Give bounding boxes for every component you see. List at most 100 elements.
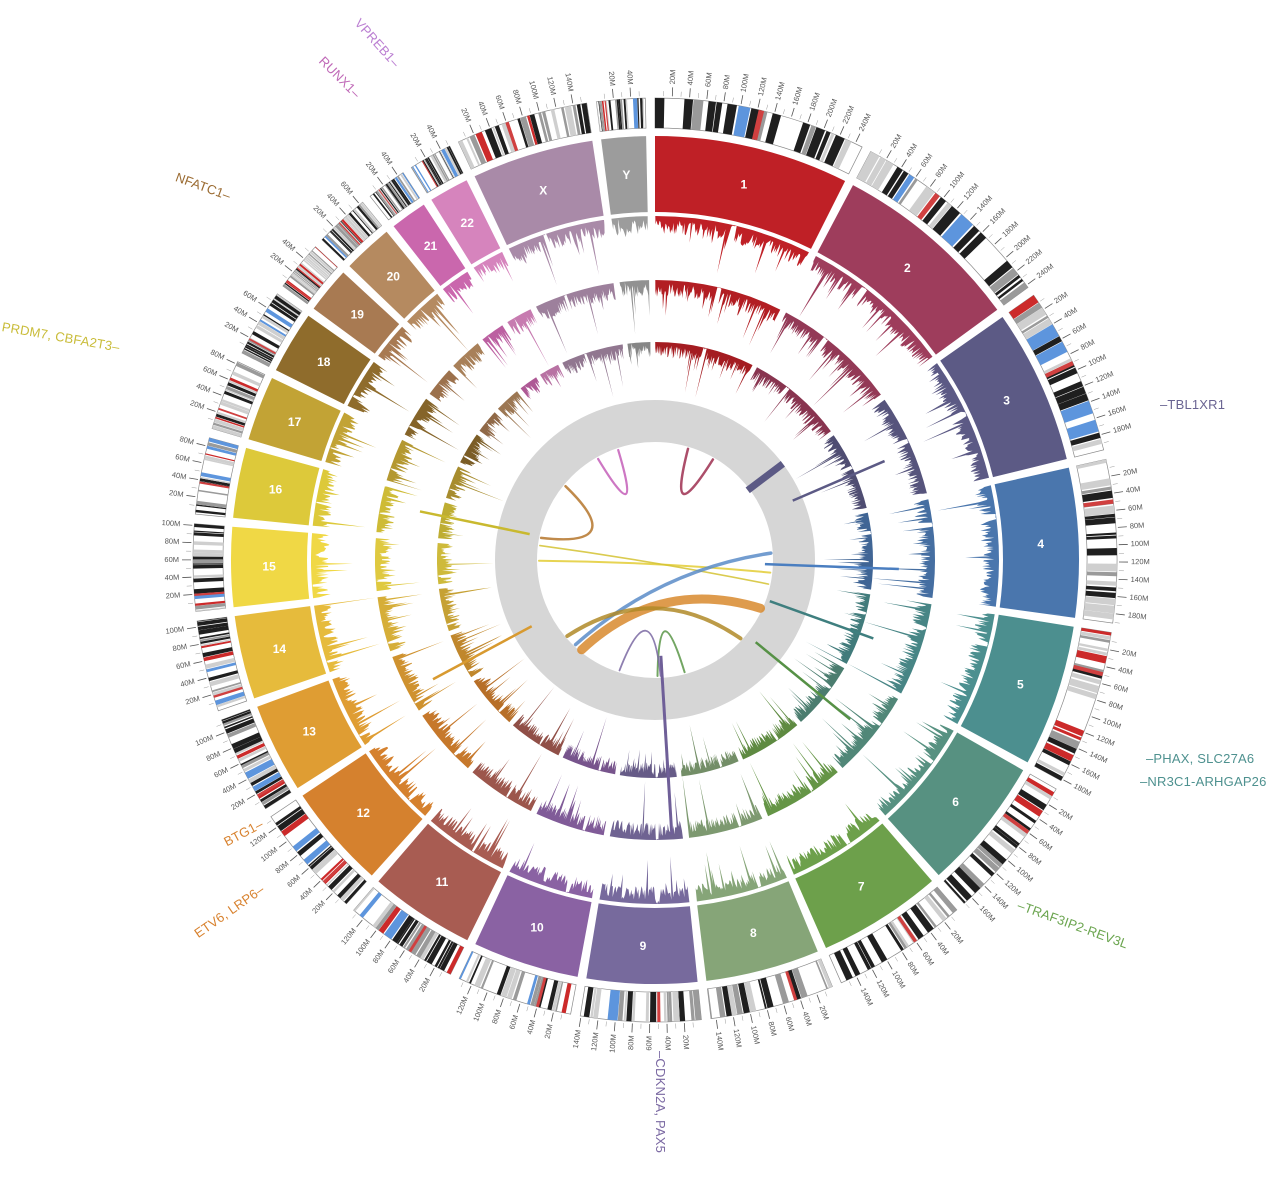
gene-label-nr3c1-arhgap26: –NR3C1-ARHGAP26 xyxy=(1140,774,1267,789)
svg-text:18: 18 xyxy=(317,355,331,369)
svg-text:40M: 40M xyxy=(1125,484,1141,495)
svg-text:100M: 100M xyxy=(259,845,279,864)
svg-text:19: 19 xyxy=(351,307,365,321)
svg-text:60M: 60M xyxy=(241,288,258,303)
gene-label-phax-slc27a6: –PHAX, SLC27A6 xyxy=(1146,751,1255,766)
svg-text:Y: Y xyxy=(622,168,630,182)
svg-text:240M: 240M xyxy=(857,112,873,133)
svg-text:40M: 40M xyxy=(663,1036,672,1051)
svg-text:40M: 40M xyxy=(1047,822,1064,838)
svg-text:40M: 40M xyxy=(379,149,395,166)
svg-text:20M: 20M xyxy=(888,133,903,150)
svg-text:1: 1 xyxy=(741,177,748,191)
svg-text:180M: 180M xyxy=(1072,781,1093,798)
svg-text:120M: 120M xyxy=(732,1028,744,1048)
svg-text:140M: 140M xyxy=(563,72,575,92)
svg-text:40M: 40M xyxy=(904,142,919,159)
svg-text:14: 14 xyxy=(273,642,287,656)
svg-text:20M: 20M xyxy=(417,976,432,993)
svg-text:120M: 120M xyxy=(1003,878,1023,897)
svg-text:40M: 40M xyxy=(325,191,341,208)
svg-text:100M: 100M xyxy=(471,1002,486,1023)
svg-text:140M: 140M xyxy=(859,986,875,1007)
svg-text:40M: 40M xyxy=(195,381,212,395)
svg-text:20M: 20M xyxy=(1121,647,1137,659)
svg-text:80M: 80M xyxy=(371,948,387,965)
svg-text:140M: 140M xyxy=(714,1031,725,1051)
svg-text:120M: 120M xyxy=(1094,369,1115,384)
svg-text:80M: 80M xyxy=(511,88,524,105)
svg-text:180M: 180M xyxy=(807,91,822,112)
svg-text:60M: 60M xyxy=(202,364,219,378)
svg-text:9: 9 xyxy=(640,939,647,953)
svg-text:140M: 140M xyxy=(1101,386,1122,401)
svg-text:40M: 40M xyxy=(401,967,416,984)
svg-text:60M: 60M xyxy=(784,1016,797,1033)
svg-text:200M: 200M xyxy=(1012,233,1032,252)
svg-text:60M: 60M xyxy=(212,765,229,780)
svg-text:20M: 20M xyxy=(607,71,617,86)
svg-text:20M: 20M xyxy=(364,160,380,177)
svg-text:20M: 20M xyxy=(1057,807,1074,822)
svg-text:20M: 20M xyxy=(543,1023,555,1039)
svg-text:20M: 20M xyxy=(311,204,328,221)
svg-text:100M: 100M xyxy=(749,1025,762,1045)
svg-text:80M: 80M xyxy=(1079,337,1096,352)
svg-text:40M: 40M xyxy=(625,70,635,85)
svg-text:160M: 160M xyxy=(1129,593,1148,603)
svg-text:40M: 40M xyxy=(685,70,695,85)
svg-text:40M: 40M xyxy=(171,470,187,481)
svg-text:15: 15 xyxy=(262,559,276,573)
svg-text:22: 22 xyxy=(461,216,475,230)
svg-text:60M: 60M xyxy=(1113,682,1129,695)
svg-text:40M: 40M xyxy=(165,573,180,583)
svg-text:100M: 100M xyxy=(1015,865,1035,884)
gene-label-cdkn2a-pax5: –CDKN2A, PAX5 xyxy=(653,1051,668,1154)
svg-text:20M: 20M xyxy=(269,251,286,267)
svg-text:100M: 100M xyxy=(948,170,967,190)
svg-text:20M: 20M xyxy=(459,107,473,124)
svg-text:60M: 60M xyxy=(919,152,935,169)
svg-text:100M: 100M xyxy=(890,969,907,990)
svg-text:60M: 60M xyxy=(1037,837,1054,853)
svg-text:X: X xyxy=(539,184,547,198)
svg-text:20M: 20M xyxy=(1122,466,1138,477)
svg-text:80M: 80M xyxy=(179,434,195,446)
svg-text:100M: 100M xyxy=(738,73,750,93)
svg-text:20M: 20M xyxy=(408,131,423,148)
svg-text:60M: 60M xyxy=(920,950,936,967)
svg-text:20M: 20M xyxy=(184,694,201,707)
svg-text:100M: 100M xyxy=(1131,539,1150,549)
svg-text:60M: 60M xyxy=(1128,502,1143,513)
svg-text:180M: 180M xyxy=(1000,219,1020,238)
svg-text:60M: 60M xyxy=(285,873,302,889)
svg-text:200M: 200M xyxy=(824,97,839,118)
svg-text:160M: 160M xyxy=(1107,404,1128,418)
svg-text:60M: 60M xyxy=(644,1036,653,1051)
svg-text:40M: 40M xyxy=(935,940,951,957)
svg-text:60M: 60M xyxy=(703,72,714,88)
svg-text:140M: 140M xyxy=(991,891,1011,911)
svg-text:160M: 160M xyxy=(988,206,1008,226)
svg-text:11: 11 xyxy=(436,875,449,889)
svg-text:80M: 80M xyxy=(721,74,732,90)
svg-text:120M: 120M xyxy=(1131,557,1150,566)
svg-text:20M: 20M xyxy=(223,320,240,335)
svg-text:20M: 20M xyxy=(310,899,327,916)
svg-text:60M: 60M xyxy=(175,659,191,671)
svg-text:240M: 240M xyxy=(1035,262,1055,280)
svg-text:10: 10 xyxy=(530,921,544,935)
svg-text:140M: 140M xyxy=(1130,575,1149,585)
svg-text:40M: 40M xyxy=(221,781,238,796)
svg-text:20M: 20M xyxy=(817,1004,831,1021)
svg-text:20M: 20M xyxy=(189,398,206,411)
svg-text:20: 20 xyxy=(387,269,401,283)
svg-text:60M: 60M xyxy=(164,555,179,564)
svg-text:6: 6 xyxy=(952,795,959,809)
svg-text:120M: 120M xyxy=(339,926,358,946)
svg-text:80M: 80M xyxy=(1026,851,1043,867)
svg-text:20M: 20M xyxy=(165,590,180,600)
svg-text:60M: 60M xyxy=(339,179,355,196)
svg-text:80M: 80M xyxy=(172,642,188,654)
